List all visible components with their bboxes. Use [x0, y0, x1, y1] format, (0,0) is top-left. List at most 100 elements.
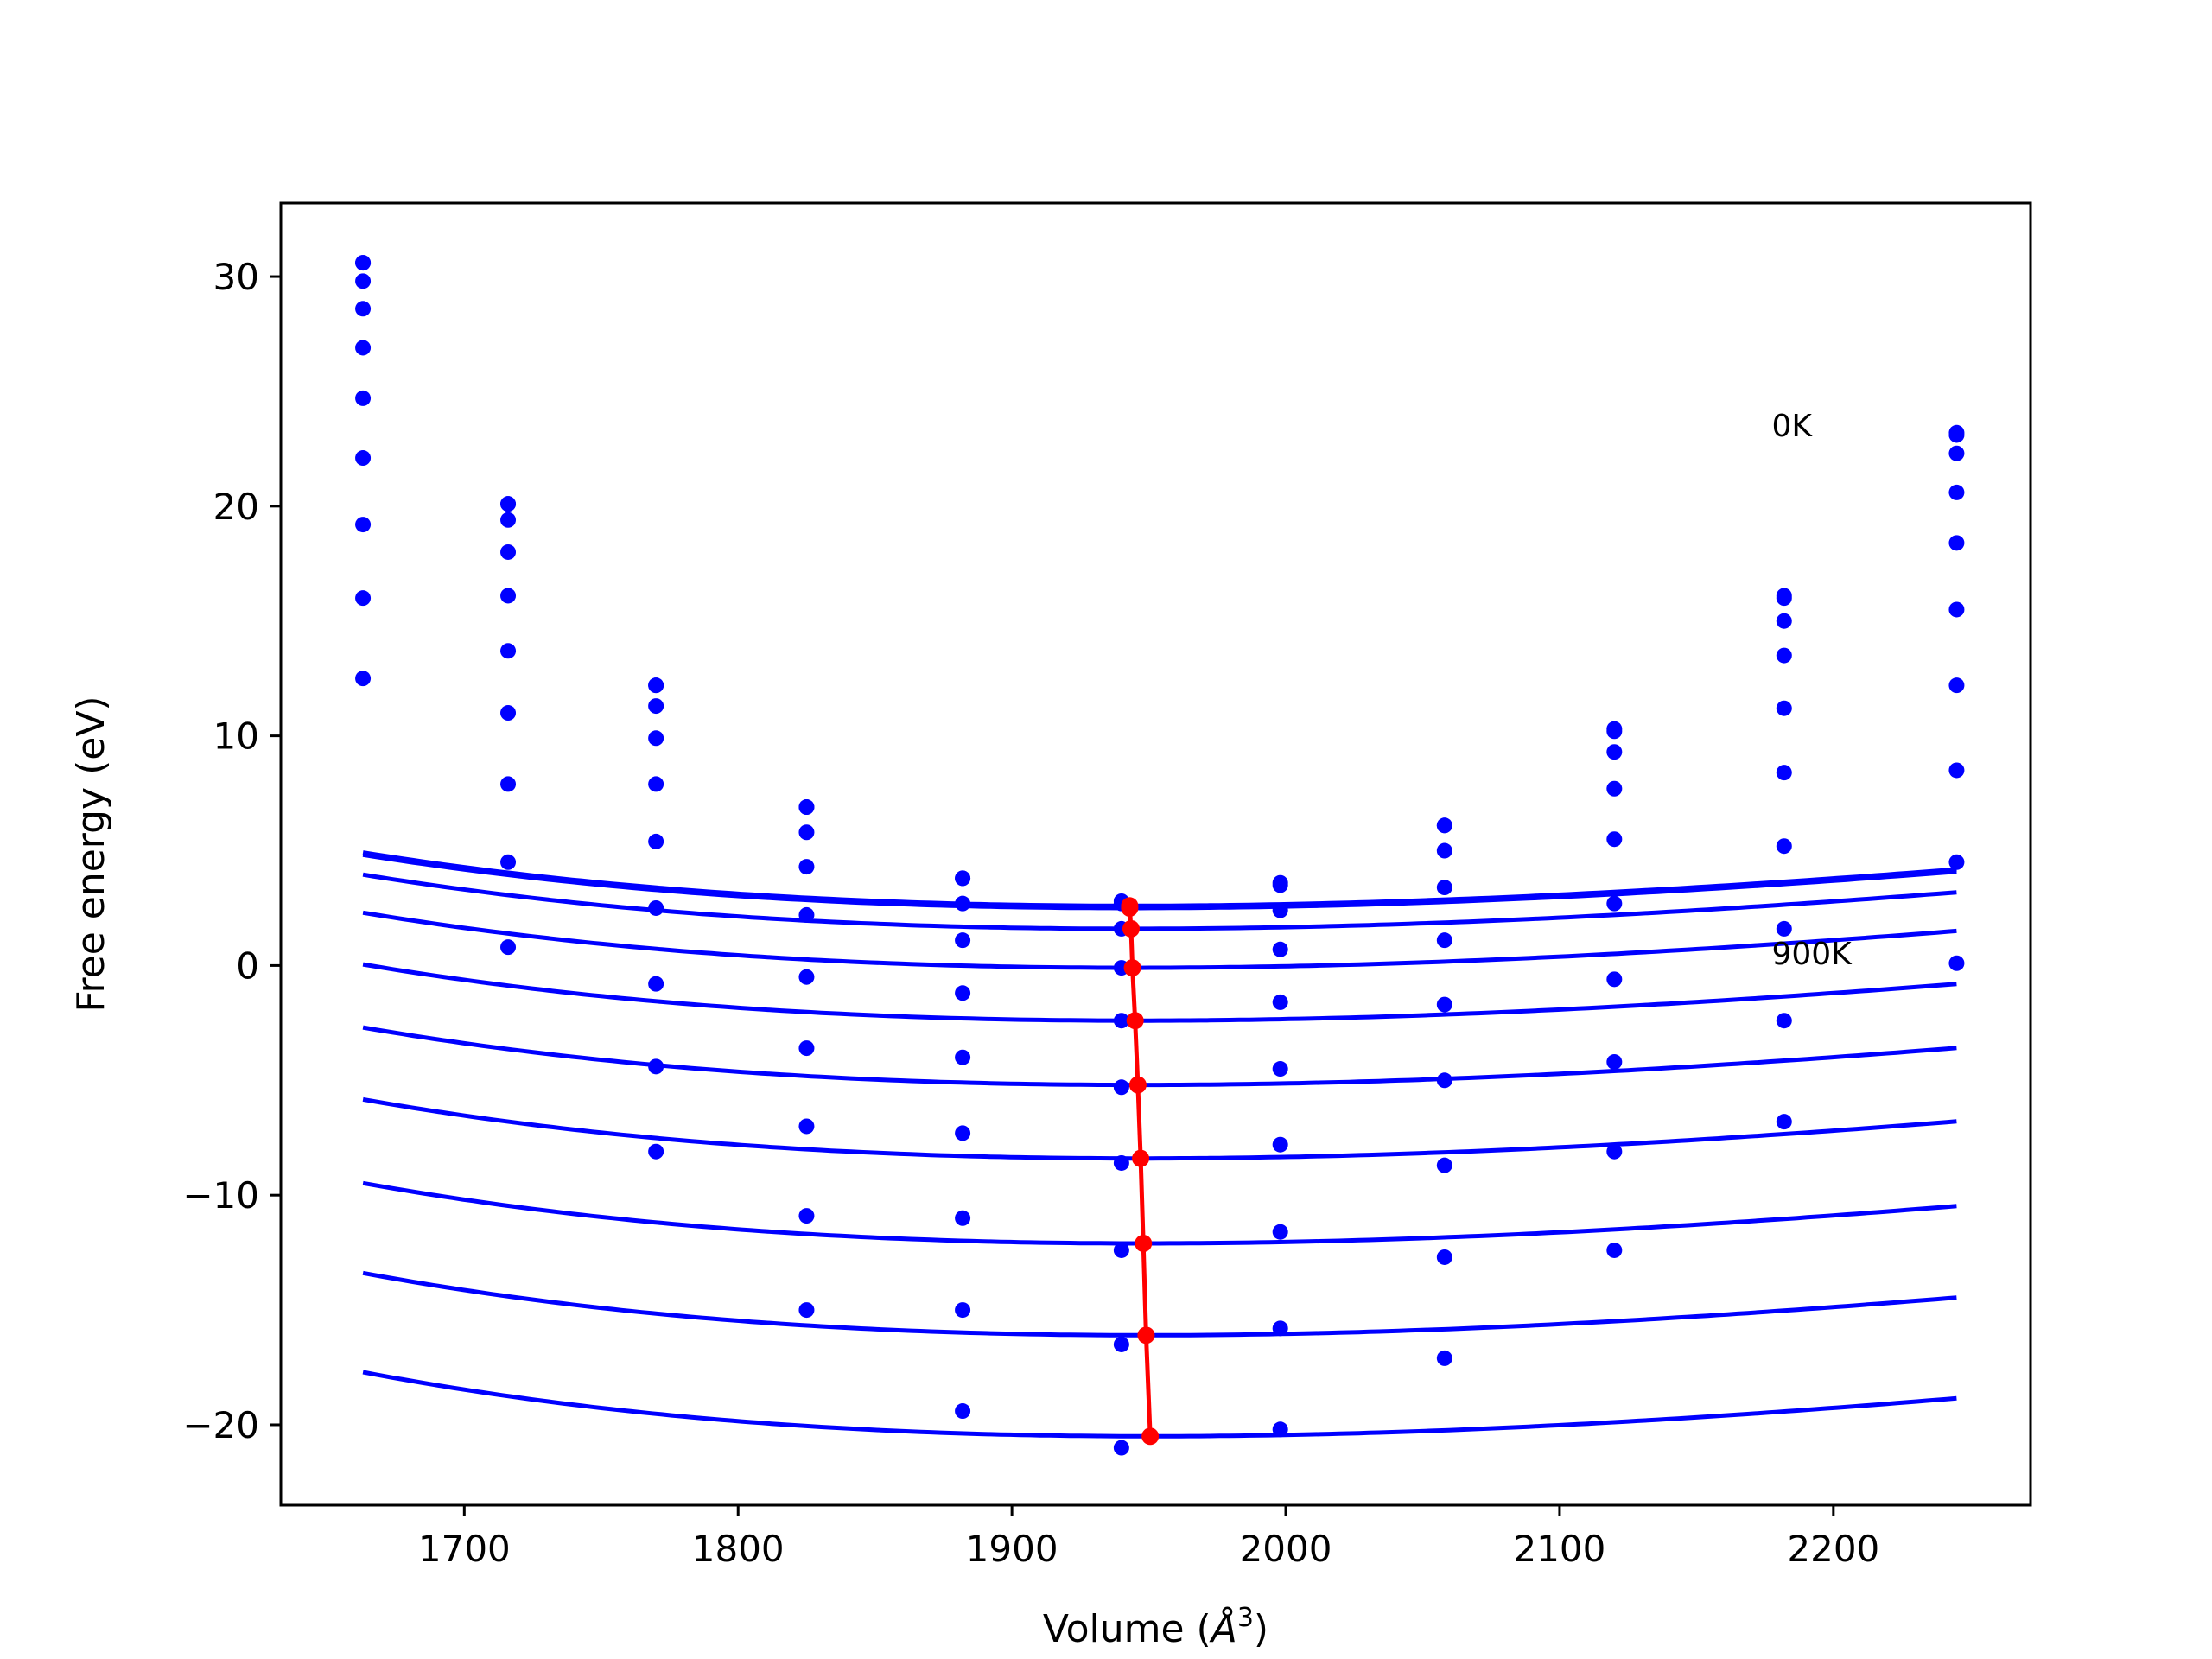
annotation-0: 0K [1771, 409, 1813, 444]
data-point-2-6 [1272, 902, 1288, 918]
data-point-9-5 [1113, 1440, 1129, 1456]
y-axis-title: Free energy (eV) [69, 696, 113, 1012]
data-point-9-4 [955, 1403, 971, 1420]
data-point-9-1 [500, 939, 517, 956]
data-point-4-6 [1272, 994, 1288, 1010]
data-point-6-6 [1272, 1136, 1288, 1153]
data-point-4-3 [798, 906, 815, 923]
data-point-5-6 [1272, 1061, 1288, 1077]
fit-curve-7 [362, 1180, 1957, 1246]
x-axis-title-symbol: Å [1209, 1605, 1237, 1651]
data-point-1-9 [1776, 590, 1792, 607]
x-tick-label: 2200 [1787, 1528, 1879, 1570]
data-point-9-10 [1948, 955, 1965, 971]
data-point-8-6 [1272, 1320, 1288, 1337]
data-point-4-9 [1776, 700, 1792, 716]
data-point-1-3 [798, 799, 815, 816]
data-point-6-9 [1776, 838, 1792, 855]
plot-frame [279, 201, 2032, 1507]
minimum-point-4 [1126, 1012, 1144, 1030]
data-point-8-0 [355, 590, 372, 607]
y-tick-label: 30 [213, 256, 259, 298]
data-point-4-10 [1948, 535, 1965, 551]
y-tick-label: −20 [182, 1404, 259, 1446]
fit-curve-1 [362, 852, 1957, 911]
data-point-7-7 [1436, 1157, 1452, 1173]
data-point-2-9 [1776, 613, 1792, 629]
x-tick-label: 1900 [966, 1528, 1058, 1570]
x-axis-title: Volume (Å3) [1043, 1603, 1268, 1651]
data-point-8-7 [1436, 1249, 1452, 1265]
data-point-5-1 [500, 643, 517, 659]
x-axis: 1700 1800 1900 2000 2100 2200 [418, 1505, 1879, 1570]
data-point-7-0 [355, 517, 372, 533]
data-point-6-2 [648, 899, 664, 916]
data-point-1-0 [355, 255, 372, 271]
fit-curve-5 [362, 1025, 1957, 1088]
data-point-9-0 [355, 671, 372, 687]
y-axis: −20 −10 0 10 20 30 [182, 256, 281, 1446]
data-point-2-10 [1948, 445, 1965, 461]
data-point-6-7 [1436, 1072, 1452, 1089]
data-point-5-8 [1606, 895, 1623, 912]
data-point-6-1 [500, 705, 517, 721]
minimum-point-5 [1128, 1076, 1147, 1094]
data-point-2-0 [355, 273, 372, 289]
data-point-5-3 [798, 969, 815, 985]
data-point-3-6 [1272, 941, 1288, 957]
data-point-9-2 [648, 1143, 664, 1160]
data-point-7-10 [1948, 762, 1965, 779]
data-point-5-0 [355, 390, 372, 406]
data-point-5-9 [1776, 765, 1792, 781]
minimum-point-1 [1121, 899, 1139, 917]
data-point-7-1 [500, 776, 517, 792]
data-point-1-7 [1436, 817, 1452, 834]
data-point-7-3 [798, 1118, 815, 1135]
data-point-7-5 [1113, 1242, 1129, 1258]
data-point-4-4 [955, 985, 971, 1001]
data-point-5-7 [1436, 996, 1452, 1013]
data-point-1-2 [648, 677, 664, 694]
x-axis-title-prefix: Volume ( [1043, 1607, 1211, 1651]
x-axis-title-suffix: ) [1254, 1607, 1268, 1651]
minimum-point-3 [1123, 959, 1141, 977]
data-point-5-2 [648, 833, 664, 849]
fit-curve-3 [362, 910, 1957, 970]
data-point-5-10 [1948, 601, 1965, 618]
data-point-2-7 [1436, 842, 1452, 859]
data-point-3-1 [500, 543, 517, 560]
data-point-3-9 [1776, 647, 1792, 664]
data-point-4-2 [648, 776, 664, 792]
data-point-1-1 [500, 496, 517, 512]
data-point-3-8 [1606, 780, 1623, 797]
minimum-point-9 [1141, 1427, 1160, 1446]
data-point-9-6 [1272, 1421, 1288, 1438]
fit-curve-2 [362, 872, 1957, 931]
data-point-7-8 [1606, 1054, 1623, 1071]
data-point-2-1 [500, 512, 517, 528]
fit-curve-9 [362, 1370, 1957, 1439]
data-point-8-4 [955, 1302, 971, 1319]
data-point-8-2 [648, 1058, 664, 1075]
x-tick-label: 2100 [1513, 1528, 1605, 1570]
data-point-6-5 [1113, 1154, 1129, 1171]
y-tick-label: −10 [182, 1174, 259, 1217]
data-point-6-3 [798, 1040, 815, 1057]
minimum-point-7 [1135, 1235, 1153, 1253]
data-point-2-3 [798, 824, 815, 841]
data-point-4-7 [1436, 932, 1452, 949]
data-point-3-10 [1948, 484, 1965, 500]
data-point-8-3 [798, 1208, 815, 1224]
data-point-3-0 [355, 301, 372, 317]
x-axis-title-power: 3 [1237, 1603, 1254, 1633]
fit-curve-6 [362, 1096, 1957, 1161]
data-point-8-9 [1776, 1013, 1792, 1029]
data-point-8-5 [1113, 1336, 1129, 1352]
data-point-2-2 [648, 698, 664, 715]
data-point-5-5 [1113, 1079, 1129, 1096]
data-point-3-3 [798, 859, 815, 875]
data-point-2-4 [955, 895, 971, 912]
fit-curve-4 [362, 962, 1957, 1023]
